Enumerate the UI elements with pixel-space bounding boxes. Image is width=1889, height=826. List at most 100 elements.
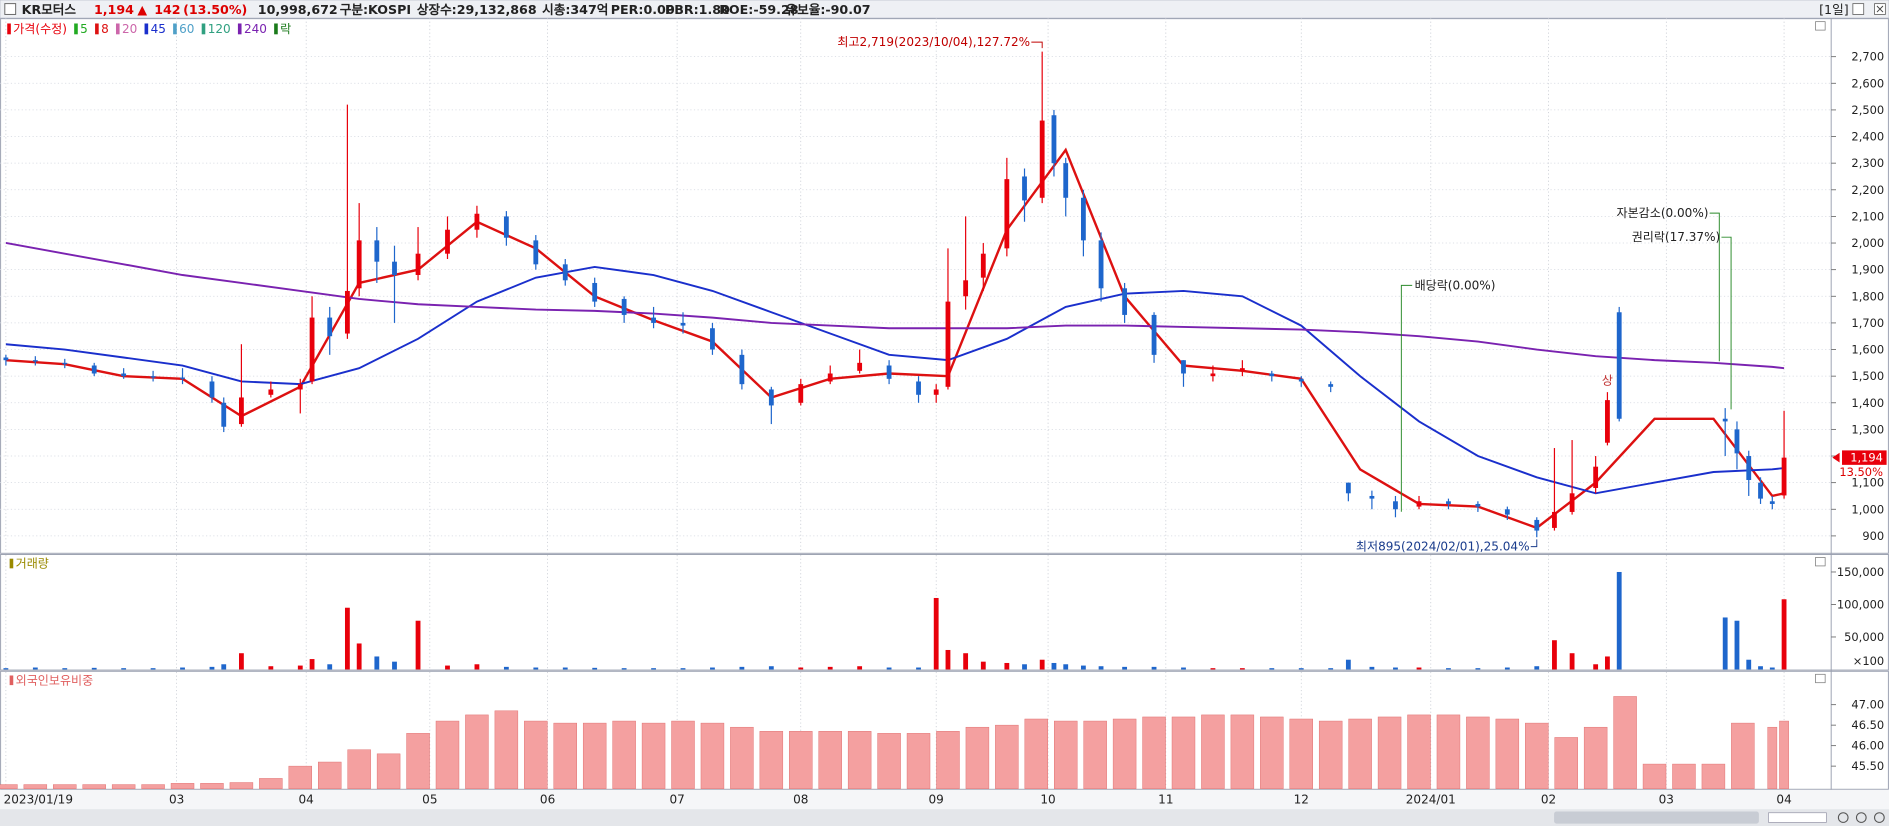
y-tick-label: 2,600 bbox=[1851, 76, 1884, 90]
y-tick-label: 2,000 bbox=[1851, 236, 1884, 250]
bar bbox=[1779, 720, 1789, 789]
bar bbox=[621, 668, 627, 670]
bar bbox=[1377, 716, 1402, 789]
candle-body bbox=[309, 317, 315, 382]
reserve-ratio: 유보율:-90.07 bbox=[785, 2, 870, 17]
per: PER:0.00 bbox=[611, 2, 675, 17]
candle-body bbox=[1369, 495, 1375, 499]
candle-body bbox=[392, 261, 397, 275]
scrollbar[interactable] bbox=[0, 809, 1889, 826]
bar bbox=[238, 653, 244, 670]
bar bbox=[1605, 656, 1610, 670]
candle-body bbox=[916, 381, 921, 395]
zoom-out[interactable] bbox=[1837, 812, 1849, 823]
annotation-arrow bbox=[1031, 41, 1043, 49]
panel-button[interactable] bbox=[1815, 557, 1826, 567]
legend-swatch bbox=[74, 23, 78, 35]
checkbox[interactable] bbox=[4, 3, 17, 15]
bar bbox=[1781, 599, 1787, 670]
shares: 상장수:29,132,868 bbox=[417, 2, 537, 17]
price: 1,194 bbox=[94, 2, 134, 17]
candle-body bbox=[1722, 418, 1728, 422]
change-pct: (13.50%) bbox=[183, 2, 247, 17]
panel-swatch bbox=[9, 558, 14, 569]
bar bbox=[916, 667, 921, 670]
bar bbox=[1054, 720, 1078, 789]
bar bbox=[209, 666, 215, 670]
bar bbox=[818, 731, 842, 789]
zoom-reset[interactable] bbox=[1874, 812, 1885, 823]
bar bbox=[1289, 718, 1313, 789]
bar bbox=[1022, 664, 1027, 670]
price-panel bbox=[0, 18, 1889, 554]
bar bbox=[229, 782, 254, 789]
legend-label: 5 bbox=[80, 22, 88, 36]
legend-swatch bbox=[173, 23, 177, 35]
bar bbox=[494, 710, 519, 789]
bar bbox=[1534, 666, 1540, 670]
x-tick-label: 10 bbox=[1040, 793, 1055, 807]
candle-body bbox=[503, 216, 509, 238]
candle-body bbox=[1734, 429, 1740, 454]
bar bbox=[111, 784, 136, 789]
bar bbox=[23, 784, 48, 789]
candle-body bbox=[374, 240, 380, 262]
price-tag bbox=[1842, 450, 1887, 465]
legend-swatch bbox=[201, 23, 206, 35]
candle-body bbox=[739, 354, 745, 385]
bar bbox=[376, 753, 401, 789]
scroll-thumb[interactable] bbox=[1554, 811, 1759, 824]
y-tick-label: 46.00 bbox=[1851, 739, 1884, 753]
change-arrow: ▲ bbox=[137, 2, 147, 17]
x-tick-label: 04 bbox=[299, 793, 314, 807]
bar bbox=[1593, 664, 1599, 670]
bar bbox=[1393, 667, 1398, 670]
y-tick-label: 1,000 bbox=[1851, 502, 1884, 516]
candle-body bbox=[621, 298, 627, 315]
zoom-slider[interactable] bbox=[1768, 812, 1827, 823]
legend-label: 45 bbox=[151, 22, 166, 36]
bar bbox=[730, 726, 754, 789]
candle-body bbox=[344, 290, 350, 334]
bar bbox=[1769, 667, 1775, 670]
bar bbox=[945, 649, 951, 670]
zoom-in[interactable] bbox=[1855, 812, 1867, 823]
annotation: 권리락(17.37%) bbox=[1632, 230, 1721, 244]
bar bbox=[1260, 716, 1284, 789]
candle-body bbox=[963, 280, 969, 297]
annotation-arrow bbox=[1530, 539, 1538, 548]
candle-body bbox=[933, 389, 939, 395]
candle-body bbox=[651, 317, 656, 323]
candle-body bbox=[1098, 240, 1104, 289]
bar bbox=[62, 668, 68, 670]
bar bbox=[1616, 571, 1622, 670]
window-button[interactable] bbox=[1852, 3, 1865, 15]
x-axis-strip bbox=[0, 789, 1889, 810]
bar bbox=[1269, 668, 1275, 670]
panel-button[interactable] bbox=[1815, 673, 1826, 684]
period-button[interactable]: [1일] bbox=[1819, 2, 1849, 17]
bar bbox=[170, 783, 195, 789]
bar bbox=[1171, 716, 1196, 789]
bar bbox=[1181, 667, 1186, 670]
legend-label: 8 bbox=[101, 22, 109, 36]
bar bbox=[0, 784, 18, 789]
bar bbox=[1475, 668, 1481, 670]
legend-label: 120 bbox=[208, 22, 231, 36]
legend-label: 60 bbox=[179, 22, 194, 36]
candle-body bbox=[1122, 288, 1128, 315]
annotation: 최고2,719(2023/10/04),127.72% bbox=[837, 35, 1030, 49]
candle-body bbox=[356, 240, 362, 289]
bar bbox=[798, 667, 804, 670]
bar bbox=[141, 784, 165, 789]
x-tick-label: 07 bbox=[669, 793, 684, 807]
y-tick-label: 100,000 bbox=[1837, 597, 1884, 611]
bar bbox=[524, 720, 548, 789]
candle-body bbox=[209, 381, 215, 398]
panel-button[interactable] bbox=[1815, 21, 1826, 31]
foreign-panel bbox=[0, 670, 1889, 790]
bar bbox=[1024, 718, 1049, 789]
x-tick-label: 05 bbox=[422, 793, 437, 807]
legend-swatch bbox=[144, 23, 149, 35]
close-icon bbox=[1876, 5, 1884, 13]
